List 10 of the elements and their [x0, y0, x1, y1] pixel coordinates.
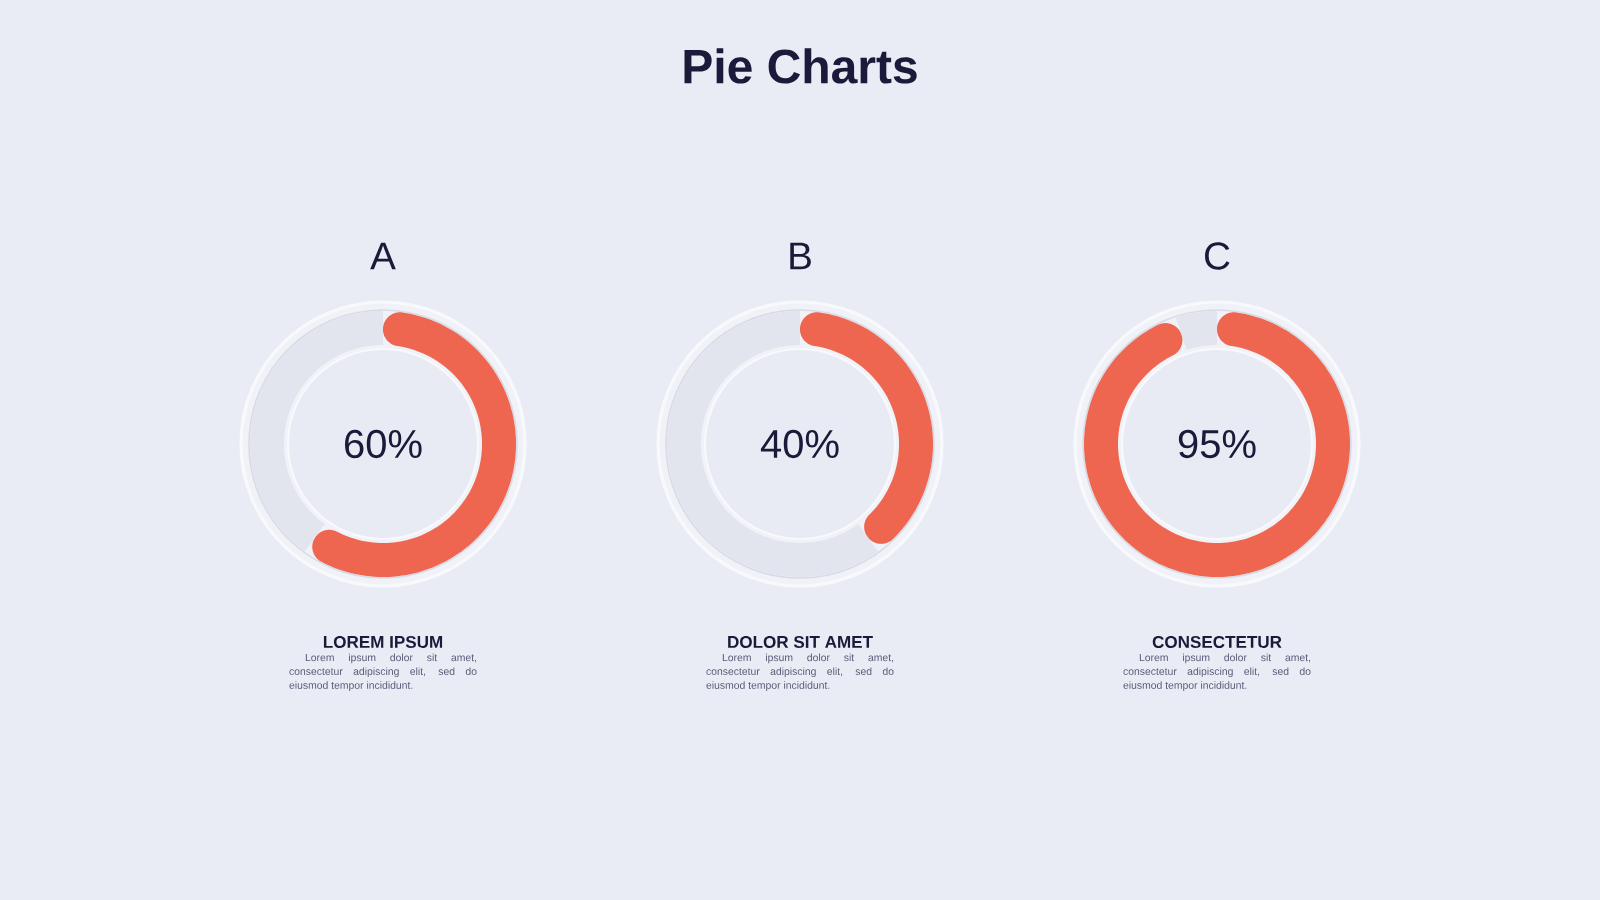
- chart-title: C: [1205, 242, 1230, 270]
- chart-title: A: [370, 242, 396, 270]
- text: 95%: [1178, 429, 1256, 459]
- text: DOLOR SIT AMET: [728, 635, 873, 649]
- chart-title: B: [790, 242, 811, 270]
- text: 60%: [345, 429, 422, 459]
- text: LOREM IPSUM: [323, 635, 443, 649]
- text: CONSECTETUR: [1152, 635, 1282, 649]
- text: 40%: [760, 429, 839, 459]
- text: Pie Charts: [684, 48, 917, 84]
